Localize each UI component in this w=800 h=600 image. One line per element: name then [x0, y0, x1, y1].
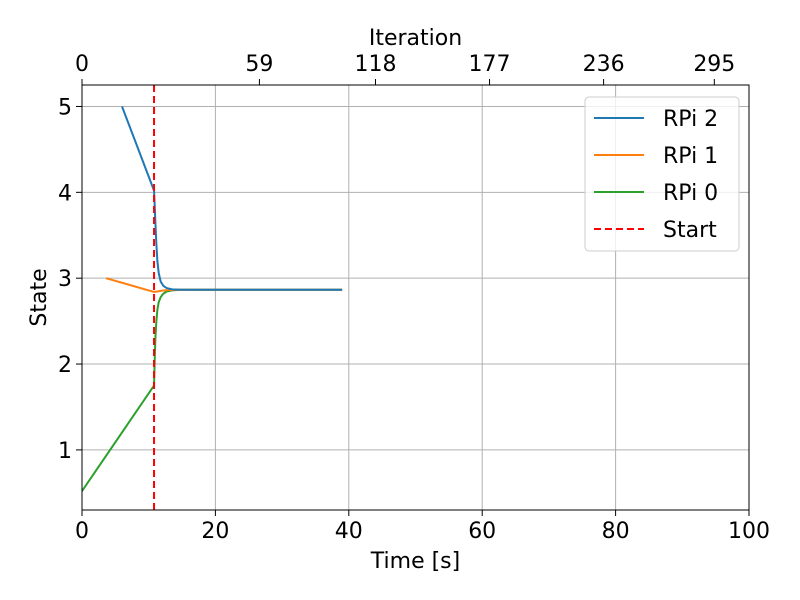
top-tick-label: 177: [469, 52, 511, 77]
legend-label: Start: [663, 218, 717, 243]
series-layer: [81, 106, 343, 492]
x-tick-label: 20: [201, 519, 229, 544]
y-tick-label: 5: [58, 95, 72, 120]
x-tick-label: 40: [335, 519, 363, 544]
legend-box: [584, 96, 740, 252]
top-tick-label: 236: [583, 52, 625, 77]
plot-frame: [81, 84, 750, 511]
top-axis-title: Iteration: [369, 26, 462, 51]
series-line-rpi-0: [81, 288, 343, 492]
y-axis-ticks: 1 2 3 4 5: [58, 95, 82, 464]
y-tick-label: 2: [58, 353, 72, 378]
top-tick-label: 59: [245, 52, 273, 77]
x-axis-title: Time [s]: [370, 549, 460, 574]
x-tick-label: 60: [468, 519, 496, 544]
y-tick-label: 1: [58, 439, 72, 464]
top-tick-label: 118: [354, 52, 396, 77]
top-tick-label: 0: [75, 52, 89, 77]
legend-label: RPi 0: [663, 181, 718, 206]
x-tick-label: 0: [75, 519, 89, 544]
y-tick-label: 4: [58, 181, 72, 206]
x-tick-label: 100: [728, 519, 770, 544]
x-axis-ticks: 0 20 40 60 80 100: [75, 510, 770, 544]
top-axis-ticks: 0 59 118 177 236 295: [75, 52, 735, 85]
top-tick-label: 295: [693, 52, 735, 77]
legend-label: RPi 2: [663, 107, 718, 132]
series-line-rpi-2: [121, 106, 343, 291]
legend-label: RPi 1: [663, 144, 718, 169]
y-axis-title: State: [27, 268, 52, 326]
x-tick-label: 80: [602, 519, 630, 544]
legend: RPi 2 RPi 1 RPi 0 Start: [584, 96, 740, 252]
y-tick-label: 3: [58, 267, 72, 292]
